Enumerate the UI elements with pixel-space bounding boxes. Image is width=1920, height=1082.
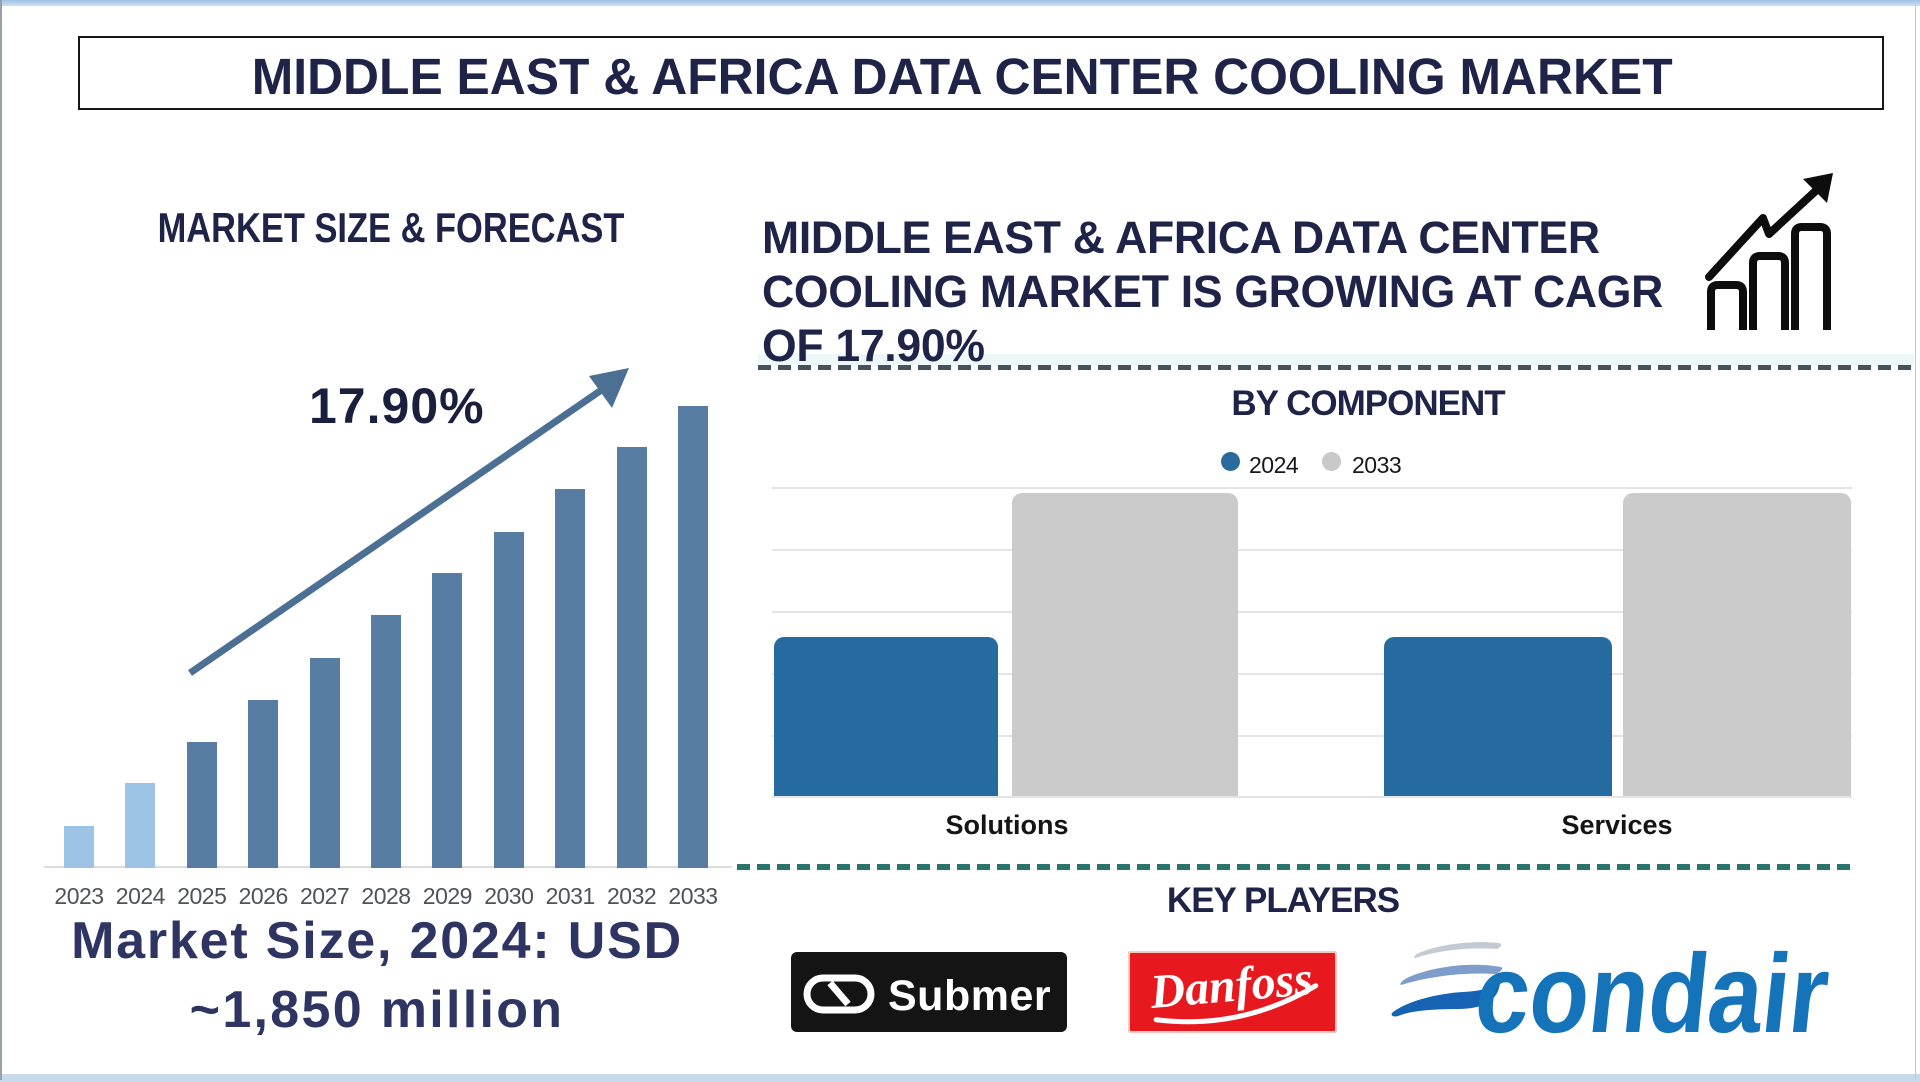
svg-text:Danfoss: Danfoss — [1147, 952, 1315, 1019]
svg-text:condair: condair — [1469, 932, 1834, 1053]
svg-text:Submer: Submer — [888, 972, 1051, 1020]
